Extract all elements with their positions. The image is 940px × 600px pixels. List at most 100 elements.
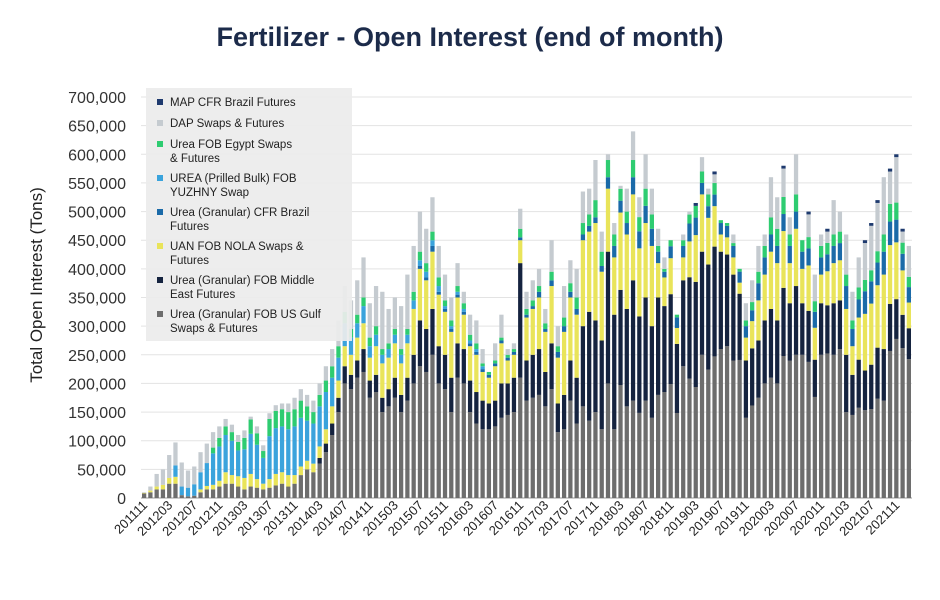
bar-segment [373, 334, 379, 347]
bar-segment [724, 346, 730, 498]
legend-swatch [157, 120, 163, 126]
bar-segment [687, 378, 692, 498]
bar-segment [405, 329, 410, 335]
bar-segment [637, 217, 642, 232]
bar-segment [518, 377, 523, 498]
bar-segment [380, 397, 385, 413]
bar-segment [643, 400, 648, 498]
bar-segment [850, 346, 855, 375]
bar-segment [405, 377, 410, 401]
bar-segment [261, 483, 266, 490]
bar-segment [298, 417, 303, 467]
bar-segment [424, 271, 429, 278]
bar-segment [304, 469, 310, 498]
bar-segment [223, 483, 228, 498]
bar-segment [762, 383, 767, 498]
bar-segment [261, 457, 266, 484]
bar-segment [242, 430, 247, 438]
bar-segment [229, 424, 235, 433]
bar-segment [430, 308, 435, 355]
bar-segment [656, 251, 661, 264]
bar-segment [599, 271, 604, 341]
legend-label: UAN FOB NOLA Swaps & [170, 241, 304, 253]
bar-segment [555, 403, 560, 433]
bar-segment [467, 314, 473, 335]
bar-segment [900, 348, 905, 498]
bar-segment [793, 286, 799, 355]
bar-segment [775, 197, 780, 229]
bar-segment [474, 354, 479, 393]
bar-segment [536, 349, 542, 395]
bar-segment [455, 291, 460, 295]
bar-segment [142, 493, 147, 498]
bar-segment [317, 463, 322, 498]
bar-segment [618, 385, 623, 498]
bar-segment [818, 245, 824, 258]
bar-segment [330, 406, 335, 424]
bar-segment [568, 283, 573, 292]
bar-segment [524, 317, 529, 361]
bar-segment [530, 397, 535, 498]
bar-segment [762, 257, 767, 275]
bar-segment [831, 245, 836, 264]
bar-segment [662, 392, 667, 498]
bar-segment [217, 486, 222, 498]
bar-segment [210, 432, 216, 448]
bar-segment [392, 297, 397, 330]
bar-segment [574, 377, 579, 424]
bar-segment [806, 361, 811, 498]
bar-segment [499, 314, 504, 338]
y-tick-label: 50,000 [77, 462, 126, 479]
bar-segment [637, 412, 642, 498]
bar-segment [618, 188, 623, 201]
bar-segment [493, 343, 498, 361]
bar-segment [787, 217, 792, 235]
bar-segment [474, 423, 479, 498]
bar-segment [461, 308, 466, 312]
legend-label: DAP Swaps & Futures [170, 118, 284, 130]
bar-segment [605, 251, 611, 384]
bar-segment [775, 320, 780, 384]
bar-segment [699, 354, 705, 498]
bar-segment [430, 240, 435, 246]
bar-segment [323, 452, 329, 498]
bar-segment [417, 366, 423, 498]
y-tick-label: 700,000 [68, 90, 126, 107]
bar-segment [624, 406, 629, 498]
bar-segment [386, 406, 391, 498]
bar-segment [286, 403, 291, 413]
bar-segment [411, 300, 416, 309]
bar-segment [273, 410, 278, 429]
bar-segment [818, 257, 824, 275]
bar-segment [229, 483, 235, 498]
bar-segment [869, 303, 874, 365]
bar-segment [493, 426, 498, 498]
bar-segment [561, 429, 567, 498]
bar-segment [825, 242, 830, 255]
bar-segment [831, 354, 836, 498]
bar-segment [881, 400, 886, 498]
bar-segment [750, 321, 755, 349]
legend-label: Futures [170, 221, 209, 233]
bar-segment [906, 287, 911, 303]
bar-segment [818, 274, 824, 304]
bar-segment [530, 306, 535, 309]
bar-segment [499, 383, 504, 418]
chart-title: Fertilizer - Open Interest (end of month… [216, 22, 724, 52]
bar-segment [787, 245, 792, 264]
y-tick-label: 650,000 [68, 119, 126, 136]
bar-segment [605, 160, 611, 178]
bar-segment [800, 303, 805, 355]
bar-segment [380, 349, 385, 355]
y-tick-label: 550,000 [68, 176, 126, 193]
bar-segment [869, 364, 874, 410]
bar-segment [699, 171, 705, 183]
bar-segment [292, 475, 297, 484]
bar-segment [405, 400, 410, 498]
bar-segment [392, 397, 397, 498]
bar-segment [279, 403, 285, 410]
bar-segment [681, 257, 686, 281]
bar-segment [724, 223, 730, 226]
bar-segment [223, 418, 228, 427]
bar-segment [455, 294, 460, 298]
